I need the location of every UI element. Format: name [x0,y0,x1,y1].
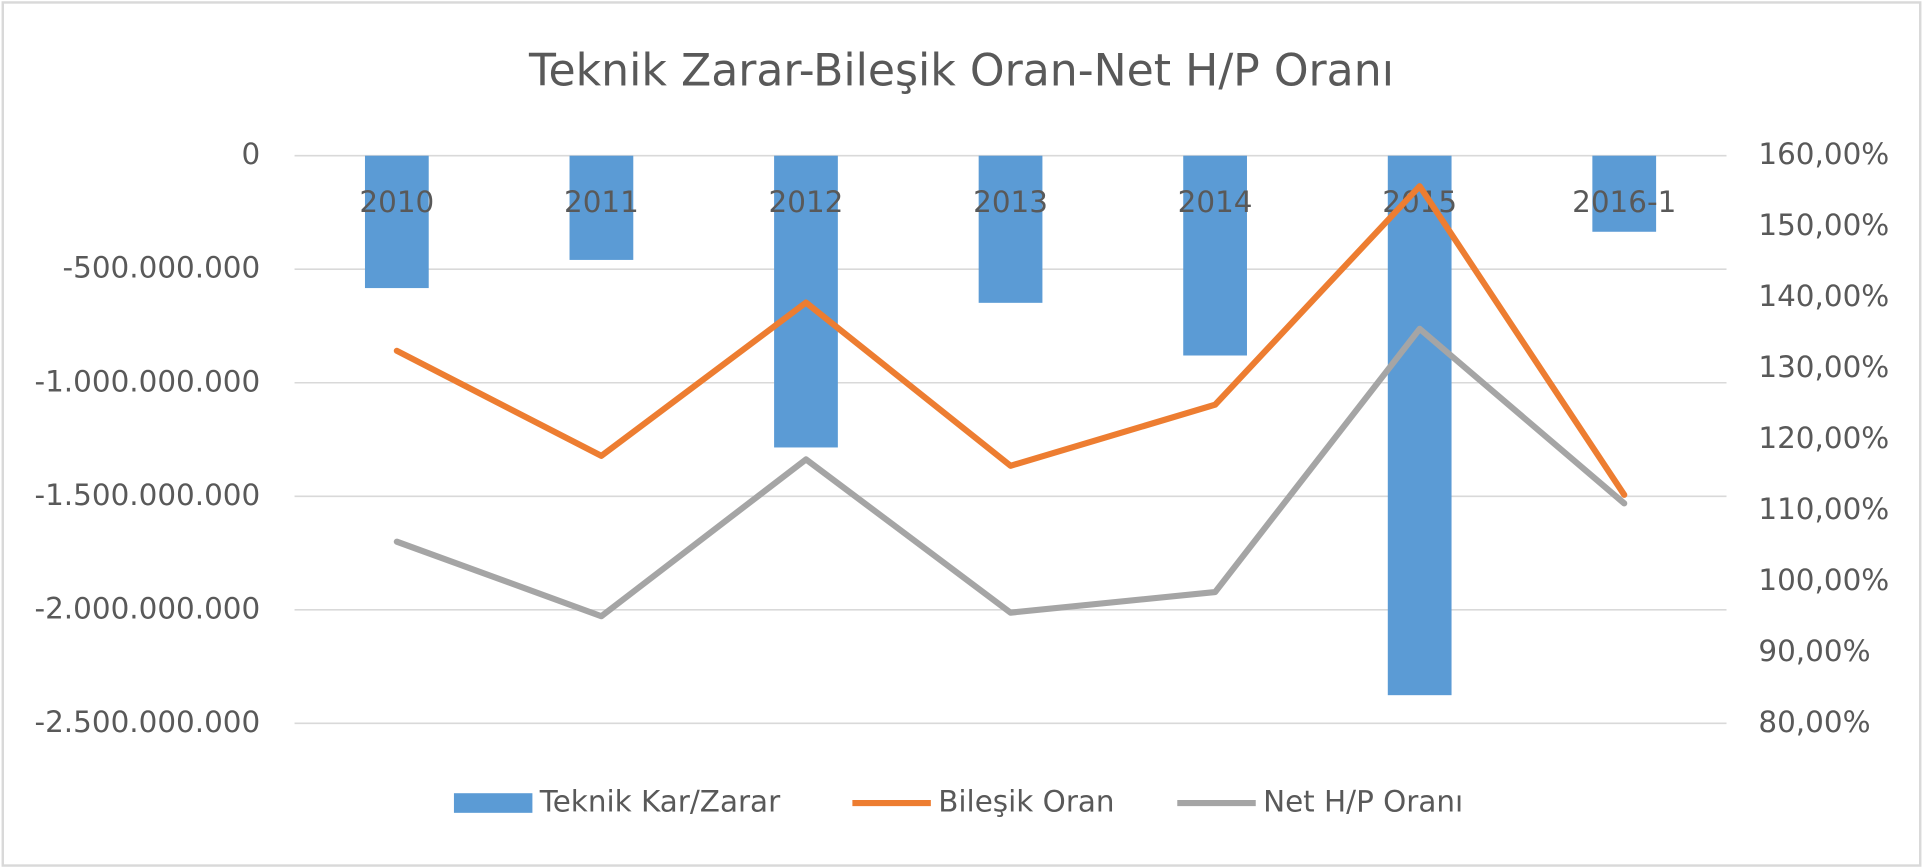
y2-tick-label: 100,00% [1758,563,1889,597]
bar [1183,155,1247,356]
y2-tick-label: 90,00% [1758,634,1870,668]
y-tick-label: -1.000.000.000 [34,364,260,398]
line [393,183,1628,498]
bar [364,155,429,289]
chart-title: Teknik Zarar-Bileşik Oran-Net H/P Oranı [528,46,1394,97]
bar [1592,155,1657,232]
y2-tick-label: 150,00% [1758,208,1889,242]
y-tick-label: 0 [242,137,261,171]
y2-tick-label: 110,00% [1758,492,1889,526]
legend-label: Net H/P Oranı [1263,785,1463,819]
y2-tick-label: 80,00% [1758,705,1870,739]
line [393,325,1628,620]
x-tick-label: 2016-1 [1572,185,1676,219]
x-tick-label: 2013 [973,185,1048,219]
y2-tick-label: 160,00% [1758,137,1889,171]
y-tick-label: -2.000.000.000 [34,591,260,625]
y2-tick-label: 120,00% [1758,421,1889,455]
x-tick-label: 2010 [359,185,434,219]
legend-swatch [453,793,533,813]
x-tick-label: 2014 [1178,185,1253,219]
y-tick-label: -2.500.000.000 [34,705,260,739]
bar [569,155,634,260]
legend-label: Bileşik Oran [938,785,1114,819]
legend-label: Teknik Kar/Zarar [539,785,781,819]
x-tick-label: 2012 [769,185,844,219]
bar [978,155,1043,303]
y2-tick-label: 130,00% [1758,350,1889,384]
bar [1387,155,1452,696]
y-tick-label: -1.500.000.000 [34,478,260,512]
y-tick-label: -500.000.000 [63,251,261,285]
y2-tick-label: 140,00% [1758,279,1889,313]
x-tick-label: 2011 [564,185,639,219]
